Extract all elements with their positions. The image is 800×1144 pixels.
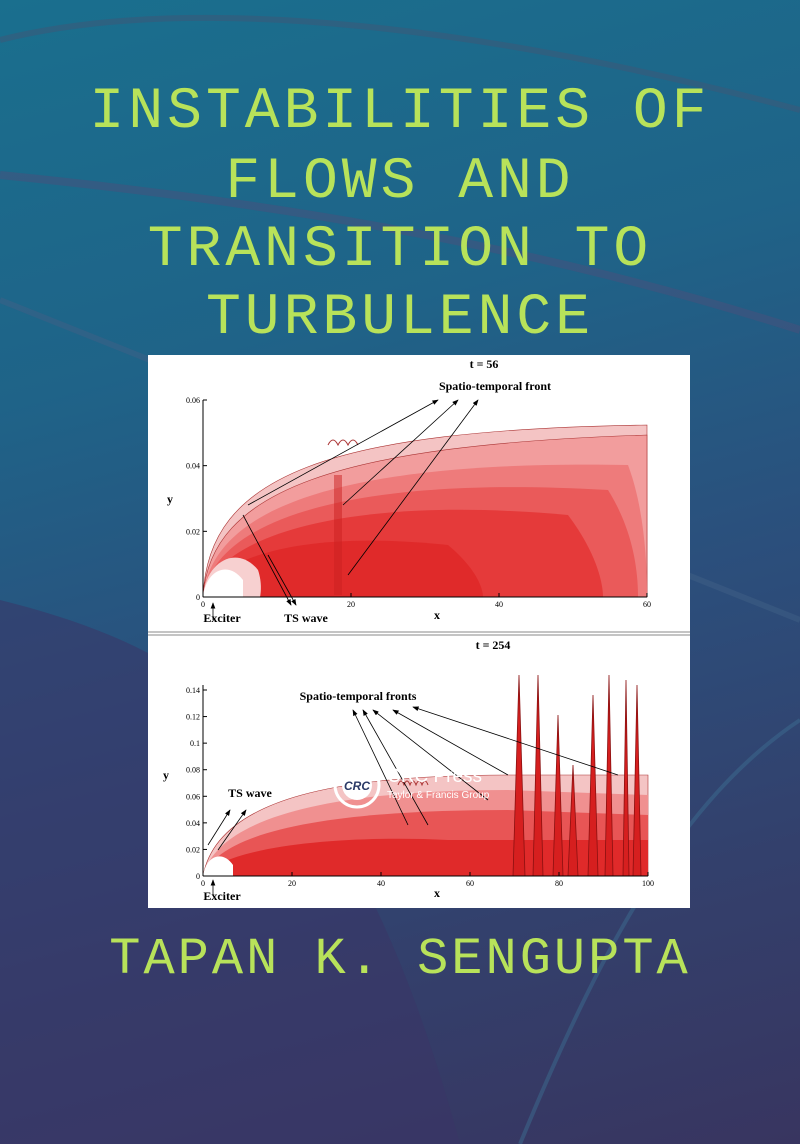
x-tick-label: 60 xyxy=(466,879,474,888)
title-line: FLOWS AND xyxy=(225,150,575,215)
title-line: TURBULENCE xyxy=(205,286,595,351)
y-tick-label: 0.1 xyxy=(190,739,200,748)
x-tick-label: 100 xyxy=(642,879,654,888)
x-tick-label: 0 xyxy=(201,879,205,888)
x-axis-label: x xyxy=(434,608,440,622)
y-tick-label: 0.06 xyxy=(186,396,200,405)
annotation: Exciter xyxy=(203,611,241,625)
y-tick-label: 0.06 xyxy=(186,792,200,801)
y-tick-label: 0.04 xyxy=(186,462,200,471)
title-line: TRANSITION TO xyxy=(147,218,653,283)
x-tick-label: 0 xyxy=(201,600,205,609)
y-tick-label: 0.04 xyxy=(186,819,200,828)
panel-time: t = 56 xyxy=(470,357,499,371)
x-tick-label: 20 xyxy=(288,879,296,888)
x-tick-label: 60 xyxy=(643,600,651,609)
annotation: Spatio-temporal front xyxy=(439,379,551,393)
y-axis-label: y xyxy=(163,768,169,782)
x-axis-label: x xyxy=(434,886,440,900)
y-tick-label: 0.14 xyxy=(186,686,200,695)
x-tick-label: 80 xyxy=(555,879,563,888)
publisher-name: CRC Press xyxy=(387,766,482,787)
y-tick-label: 0.12 xyxy=(186,713,200,722)
annotation: Exciter xyxy=(203,889,241,903)
annotation: TS wave xyxy=(284,611,328,625)
annotation: Spatio-temporal fronts xyxy=(300,689,417,703)
annotation: TS wave xyxy=(228,786,272,800)
y-tick-label: 0 xyxy=(196,872,200,881)
publisher-group: Taylor & Francis Group xyxy=(387,790,490,801)
y-tick-label: 0.02 xyxy=(186,845,200,854)
x-tick-label: 40 xyxy=(377,879,385,888)
y-tick-label: 0.02 xyxy=(186,527,200,536)
y-tick-label: 0.08 xyxy=(186,766,200,775)
panel-time: t = 254 xyxy=(476,638,511,652)
x-tick-label: 20 xyxy=(347,600,355,609)
y-axis-label: y xyxy=(167,492,173,506)
logo-mark: CRC xyxy=(344,779,370,793)
title-line: INSTABILITIES OF xyxy=(89,80,711,145)
figure: t = 56 Spatio-temporal front Exciter TS … xyxy=(148,355,690,908)
contour-field xyxy=(202,674,649,877)
publisher-logo: CRC CRC Press Taylor & Francis Group xyxy=(333,761,490,809)
author: TAPAN K. SENGUPTA xyxy=(109,930,691,989)
contour-field xyxy=(202,424,648,598)
x-tick-label: 40 xyxy=(495,600,503,609)
y-tick-label: 0 xyxy=(196,593,200,602)
